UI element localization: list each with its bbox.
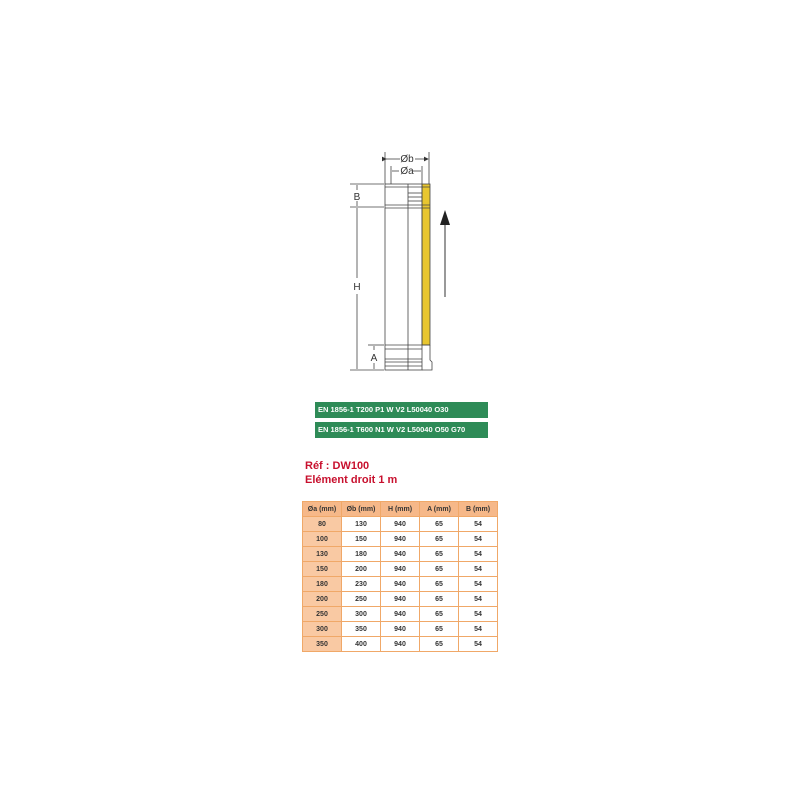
b-label: B bbox=[354, 192, 361, 203]
table-cell: 350 bbox=[341, 621, 381, 637]
column-header: Øb (mm) bbox=[341, 501, 381, 517]
table-cell: 65 bbox=[419, 621, 459, 637]
inner-diameter-label: Øa bbox=[400, 166, 414, 177]
table-cell: 940 bbox=[380, 561, 420, 577]
table-row: 200 250 940 65 54 bbox=[302, 591, 498, 607]
table-row: 180 230 940 65 54 bbox=[302, 576, 498, 592]
table-cell: 300 bbox=[341, 606, 381, 622]
table-cell: 54 bbox=[458, 516, 498, 532]
table-row: 250 300 940 65 54 bbox=[302, 606, 498, 622]
table-cell: 54 bbox=[458, 561, 498, 577]
table-cell: 54 bbox=[458, 621, 498, 637]
table-row: 100 150 940 65 54 bbox=[302, 531, 498, 547]
table-cell: 150 bbox=[341, 531, 381, 547]
table-cell: 200 bbox=[341, 561, 381, 577]
table-cell: 250 bbox=[341, 591, 381, 607]
table-cell: 200 bbox=[302, 591, 342, 607]
column-header: Øa (mm) bbox=[302, 501, 342, 517]
table-cell: 400 bbox=[341, 636, 381, 652]
spec-label-1: EN 1856-1 T200 P1 W V2 L50040 O30 bbox=[315, 402, 488, 418]
table-cell: 65 bbox=[419, 546, 459, 562]
table-cell: 250 bbox=[302, 606, 342, 622]
table-cell: 65 bbox=[419, 591, 459, 607]
table-cell: 54 bbox=[458, 636, 498, 652]
dimensions-table: Øa (mm) Øb (mm) H (mm) A (mm) B (mm) 80 130 94… bbox=[302, 501, 498, 652]
table-cell: 940 bbox=[380, 621, 420, 637]
table-cell: 100 bbox=[302, 531, 342, 547]
table-cell: 230 bbox=[341, 576, 381, 592]
arrow-up-icon bbox=[440, 210, 450, 297]
table-cell: 65 bbox=[419, 561, 459, 577]
table-cell: 65 bbox=[419, 636, 459, 652]
table-cell: 350 bbox=[302, 636, 342, 652]
spec-label-2: EN 1856-1 T600 N1 W V2 L50040 O50 G70 bbox=[315, 422, 488, 438]
table-row: 80 130 940 65 54 bbox=[302, 516, 498, 532]
table-cell: 940 bbox=[380, 636, 420, 652]
table-cell: 300 bbox=[302, 621, 342, 637]
table-cell: 940 bbox=[380, 576, 420, 592]
table-row: 130 180 940 65 54 bbox=[302, 546, 498, 562]
table-cell: 180 bbox=[302, 576, 342, 592]
table-cell: 65 bbox=[419, 516, 459, 532]
table-row: 350 400 940 65 54 bbox=[302, 636, 498, 652]
table-cell: 940 bbox=[380, 516, 420, 532]
pipe-diagram: Øb Øa B H A bbox=[350, 152, 450, 371]
table-cell: 940 bbox=[380, 531, 420, 547]
table-row: 150 200 940 65 54 bbox=[302, 561, 498, 577]
table-header-row: Øa (mm) Øb (mm) H (mm) A (mm) B (mm) bbox=[302, 501, 498, 517]
table-cell: 54 bbox=[458, 546, 498, 562]
table-cell: 130 bbox=[341, 516, 381, 532]
product-reference: Réf : DW100 bbox=[305, 460, 370, 472]
table-row: 300 350 940 65 54 bbox=[302, 621, 498, 637]
table-cell: 180 bbox=[341, 546, 381, 562]
product-name: Elément droit 1 m bbox=[305, 474, 398, 486]
table-cell: 150 bbox=[302, 561, 342, 577]
a-label: A bbox=[371, 353, 378, 364]
outer-diameter-label: Øb bbox=[400, 154, 414, 165]
h-label: H bbox=[353, 282, 360, 293]
table-cell: 940 bbox=[380, 591, 420, 607]
table-cell: 65 bbox=[419, 606, 459, 622]
table-cell: 940 bbox=[380, 546, 420, 562]
table-cell: 65 bbox=[419, 576, 459, 592]
table-cell: 54 bbox=[458, 591, 498, 607]
column-header: B (mm) bbox=[458, 501, 498, 517]
table-cell: 54 bbox=[458, 576, 498, 592]
column-header: H (mm) bbox=[380, 501, 420, 517]
table-cell: 80 bbox=[302, 516, 342, 532]
pipe-body bbox=[384, 183, 433, 371]
column-header: A (mm) bbox=[419, 501, 459, 517]
table-cell: 65 bbox=[419, 531, 459, 547]
table-cell: 54 bbox=[458, 531, 498, 547]
table-cell: 940 bbox=[380, 606, 420, 622]
table-cell: 130 bbox=[302, 546, 342, 562]
table-cell: 54 bbox=[458, 606, 498, 622]
